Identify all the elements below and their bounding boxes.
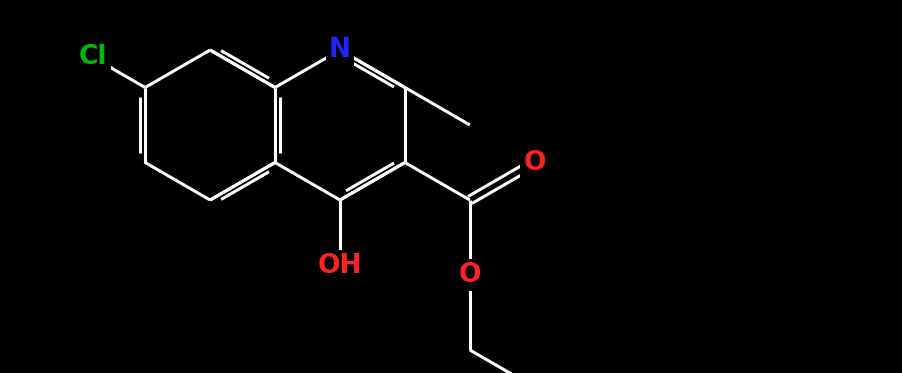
Text: Cl: Cl xyxy=(79,44,107,70)
Text: OH: OH xyxy=(318,253,363,279)
Text: O: O xyxy=(523,150,546,176)
Text: O: O xyxy=(458,262,481,288)
Text: N: N xyxy=(329,37,351,63)
